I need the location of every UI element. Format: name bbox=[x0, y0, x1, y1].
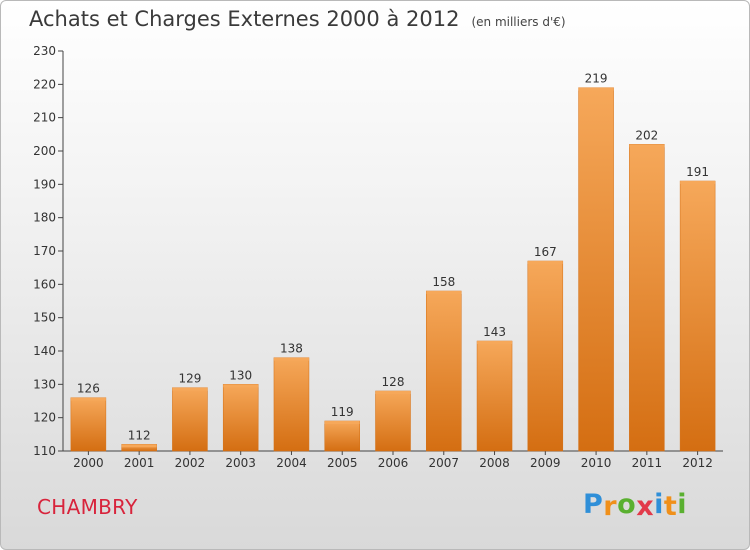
bar bbox=[375, 390, 411, 452]
data-label: 138 bbox=[280, 342, 303, 356]
bar-top bbox=[121, 444, 157, 448]
bar bbox=[70, 397, 107, 452]
bar-top bbox=[375, 391, 411, 394]
y-tick-label: 230 bbox=[33, 44, 56, 58]
bar-top bbox=[629, 144, 665, 148]
x-tick-label: 2005 bbox=[327, 456, 358, 470]
y-tick-label: 210 bbox=[33, 111, 56, 125]
logo-letter: t bbox=[663, 491, 678, 522]
bar-top bbox=[223, 384, 259, 388]
bar-chart: 110 120 130 140 150 160 170 180 190 200 210 220 230 2… bbox=[33, 44, 723, 470]
y-tick-label: 180 bbox=[33, 211, 56, 225]
logo-letter: r bbox=[603, 491, 618, 522]
bar-top bbox=[172, 387, 208, 391]
bar bbox=[172, 387, 208, 452]
x-tick-label: 2006 bbox=[378, 456, 409, 470]
x-tick-label: 2001 bbox=[124, 456, 155, 470]
data-label: 191 bbox=[686, 165, 709, 179]
logo-letter: i bbox=[677, 489, 688, 520]
data-label: 130 bbox=[229, 368, 252, 382]
data-label: 219 bbox=[585, 72, 608, 86]
logo-letter: i bbox=[654, 489, 664, 520]
data-label: 202 bbox=[635, 128, 658, 142]
chart-title-text: Achats et Charges Externes 2000 à 2012 bbox=[29, 7, 460, 31]
y-tick-label: 160 bbox=[33, 277, 56, 291]
bar-top bbox=[70, 397, 106, 401]
x-tick-label: 2000 bbox=[73, 456, 104, 470]
logo-letter: P bbox=[583, 489, 604, 520]
data-label: 143 bbox=[483, 325, 506, 339]
data-label: 112 bbox=[128, 428, 151, 442]
y-tick-label: 120 bbox=[33, 411, 56, 425]
data-label: 167 bbox=[534, 245, 557, 259]
chart-unit: (en milliers d'€) bbox=[471, 15, 566, 29]
x-tick-label: 2011 bbox=[632, 456, 663, 470]
x-tick-label: 2010 bbox=[581, 456, 612, 470]
x-tick-label: 2003 bbox=[225, 456, 256, 470]
bar bbox=[426, 290, 462, 452]
data-label: 129 bbox=[178, 372, 201, 386]
logo-letter: o bbox=[617, 489, 637, 520]
data-label: 128 bbox=[382, 375, 405, 389]
bar-top bbox=[578, 87, 614, 91]
data-label: 119 bbox=[331, 405, 354, 419]
y-tick-label: 110 bbox=[33, 444, 56, 458]
bar-top bbox=[426, 291, 462, 294]
bar bbox=[273, 357, 310, 452]
bar bbox=[578, 87, 614, 452]
proxiti-logo: Proxiti bbox=[583, 489, 688, 522]
axes: 110 120 130 140 150 160 170 180 190 200 210 220 230 2… bbox=[33, 44, 723, 470]
x-tick-label: 2008 bbox=[479, 456, 510, 470]
bar bbox=[527, 260, 564, 452]
bar bbox=[476, 340, 513, 452]
bar-top bbox=[324, 421, 360, 424]
bar-top bbox=[273, 357, 309, 361]
data-labels: 126 112 129 130 138 119 128 158 143 167 219 202 191 bbox=[77, 72, 709, 443]
logo-letter: x bbox=[636, 491, 655, 522]
y-tick-label: 220 bbox=[33, 77, 56, 91]
y-tick-label: 190 bbox=[33, 177, 56, 191]
y-tick-label: 140 bbox=[33, 344, 56, 358]
bar bbox=[679, 180, 716, 452]
x-tick-label: 2007 bbox=[428, 456, 459, 470]
bar-top bbox=[680, 181, 716, 184]
bar bbox=[324, 420, 360, 452]
bar-top bbox=[527, 261, 563, 264]
x-tick-label: 2009 bbox=[530, 456, 561, 470]
commune-name: CHAMBRY bbox=[37, 495, 138, 519]
chart-title: Achats et Charges Externes 2000 à 2012 (e… bbox=[29, 7, 566, 31]
x-tick-label: 2002 bbox=[175, 456, 206, 470]
y-tick-label: 200 bbox=[33, 144, 56, 158]
y-tick-label: 170 bbox=[33, 244, 56, 258]
x-tick-label: 2012 bbox=[682, 456, 713, 470]
bar-top bbox=[477, 341, 513, 344]
y-tick-label: 130 bbox=[33, 377, 56, 391]
bar bbox=[629, 144, 665, 452]
y-tick-label: 150 bbox=[33, 311, 56, 325]
bars bbox=[70, 87, 716, 452]
x-tick-label: 2004 bbox=[276, 456, 307, 470]
bar bbox=[222, 384, 259, 452]
data-label: 126 bbox=[77, 382, 100, 396]
data-label: 158 bbox=[432, 275, 455, 289]
